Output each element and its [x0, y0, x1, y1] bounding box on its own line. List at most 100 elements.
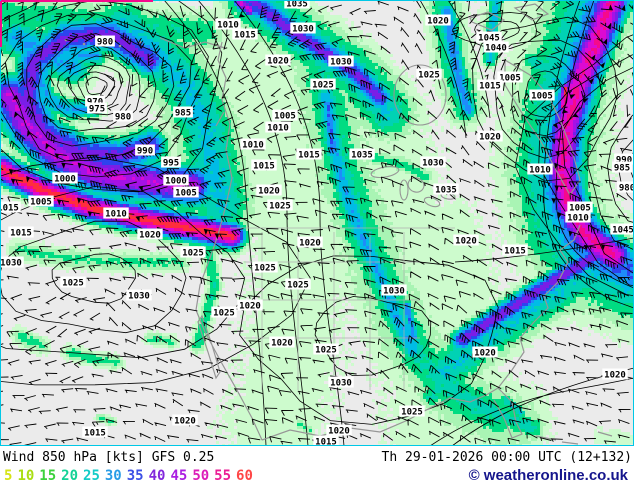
island-dot — [118, 44, 122, 48]
pressure-label: 980 — [617, 181, 634, 194]
chart-footer: Wind 850 hPa [kts] GFS 0.25 Th 29-01-202… — [0, 446, 634, 490]
svg-text:990: 990 — [616, 156, 632, 166]
wind-map: 9709759809809859909951000100010051005101… — [0, 0, 634, 446]
pressure-label: 1045 — [610, 223, 634, 236]
pressure-label: 1005 — [567, 201, 593, 214]
pressure-label: 1020 — [472, 346, 498, 359]
svg-text:1025: 1025 — [182, 249, 204, 259]
pressure-label: 1030 — [0, 256, 24, 269]
svg-text:1025: 1025 — [254, 264, 276, 274]
pressure-label: 980 — [95, 35, 115, 48]
isobar-contours — [0, 0, 634, 446]
pressure-label: 1010 — [265, 121, 291, 134]
lake-outline — [399, 179, 409, 201]
pressure-label: 1020 — [297, 236, 323, 249]
pressure-label: 1030 — [420, 156, 446, 169]
svg-text:1020: 1020 — [239, 302, 261, 312]
map-overlay: 9709759809809859909951000100010051005101… — [0, 0, 634, 446]
svg-text:1030: 1030 — [0, 259, 22, 269]
svg-text:1015: 1015 — [479, 82, 501, 92]
svg-text:1005: 1005 — [531, 92, 553, 102]
pressure-label: 1015 — [82, 426, 108, 439]
svg-text:1035: 1035 — [351, 151, 373, 161]
svg-text:1025: 1025 — [418, 71, 440, 81]
svg-text:1030: 1030 — [422, 159, 444, 169]
pressure-label: 1020 — [237, 299, 263, 312]
pressure-label: 1005 — [272, 109, 298, 122]
pressure-label: 1025 — [313, 343, 339, 356]
svg-text:1015: 1015 — [298, 151, 320, 161]
pressure-label: 1045 — [476, 31, 502, 44]
svg-text:985: 985 — [614, 164, 630, 174]
svg-text:1020: 1020 — [455, 237, 477, 247]
svg-text:1020: 1020 — [299, 239, 321, 249]
svg-text:1040: 1040 — [485, 44, 507, 54]
footer-row-1: Wind 850 hPa [kts] GFS 0.25 Th 29-01-202… — [0, 449, 634, 465]
pressure-label: 1005 — [529, 89, 555, 102]
svg-text:1025: 1025 — [401, 408, 423, 418]
pressure-label: 1030 — [328, 376, 354, 389]
island-dot — [82, 42, 86, 46]
legend-value: 10 — [17, 468, 35, 484]
pressure-label: 1035 — [284, 0, 310, 10]
pressure-label: 975 — [87, 102, 107, 115]
pressure-label: 990 — [614, 153, 634, 166]
svg-text:1045: 1045 — [478, 34, 500, 44]
pressure-label: 1015 — [0, 201, 21, 214]
svg-text:1030: 1030 — [383, 287, 405, 297]
pressure-label: 1015 — [251, 159, 277, 172]
pressure-label: 1020 — [453, 234, 479, 247]
svg-text:1030: 1030 — [330, 379, 352, 389]
pressure-label: 1010 — [240, 138, 266, 151]
legend-value: 40 — [148, 468, 166, 484]
copyright-label: © weatheronline.co.uk — [468, 467, 628, 484]
legend-value: 15 — [39, 468, 57, 484]
svg-text:980: 980 — [115, 113, 131, 123]
svg-text:1020: 1020 — [174, 417, 196, 427]
pressure-label: 1020 — [326, 424, 352, 437]
pressure-label: 1040 — [483, 41, 509, 54]
legend-value: 5 — [4, 468, 13, 484]
pressure-label: 980 — [113, 110, 133, 123]
pressure-label: 1025 — [252, 261, 278, 274]
pressure-label: 1015 — [502, 244, 528, 257]
svg-text:1010: 1010 — [105, 210, 127, 220]
svg-text:1020: 1020 — [267, 57, 289, 67]
pressure-label: 1020 — [269, 336, 295, 349]
pressure-label: 1015 — [477, 79, 503, 92]
svg-text:1015: 1015 — [253, 162, 275, 172]
svg-text:1005: 1005 — [274, 112, 296, 122]
svg-text:1030: 1030 — [128, 292, 150, 302]
svg-text:1025: 1025 — [213, 309, 235, 319]
svg-text:1025: 1025 — [269, 202, 291, 212]
pressure-label: 1035 — [433, 183, 459, 196]
footer-row-2: 5 10 15 20 25 30 35 40 45 50 55 60 © weatheronline.… — [0, 467, 634, 485]
pressure-label: 1020 — [256, 184, 282, 197]
pressure-label: 1025 — [310, 78, 336, 91]
pressure-label: 1010 — [527, 163, 553, 176]
svg-text:1005: 1005 — [569, 204, 591, 214]
svg-text:1005: 1005 — [30, 198, 52, 208]
pressure-label: 1005 — [497, 71, 523, 84]
svg-text:1045: 1045 — [612, 226, 634, 236]
legend-value: 55 — [214, 468, 232, 484]
svg-text:1020: 1020 — [271, 339, 293, 349]
svg-text:1030: 1030 — [292, 25, 314, 35]
pressure-label: 1010 — [215, 18, 241, 31]
pressure-label: 1020 — [172, 414, 198, 427]
svg-text:1035: 1035 — [286, 0, 308, 10]
pressure-label: 1020 — [137, 228, 163, 241]
svg-text:1020: 1020 — [604, 371, 626, 381]
pressure-label: 1005 — [173, 186, 199, 199]
svg-text:1020: 1020 — [258, 187, 280, 197]
state-borders — [230, 227, 455, 390]
svg-text:1025: 1025 — [315, 346, 337, 356]
svg-text:1010: 1010 — [217, 21, 239, 31]
legend-value: 35 — [126, 468, 144, 484]
pressure-label: 1025 — [267, 199, 293, 212]
svg-text:985: 985 — [175, 109, 191, 119]
legend-value: 60 — [236, 468, 253, 484]
pressure-label: 1030 — [290, 22, 316, 35]
legend-value: 25 — [83, 468, 100, 484]
svg-text:1035: 1035 — [435, 186, 457, 196]
